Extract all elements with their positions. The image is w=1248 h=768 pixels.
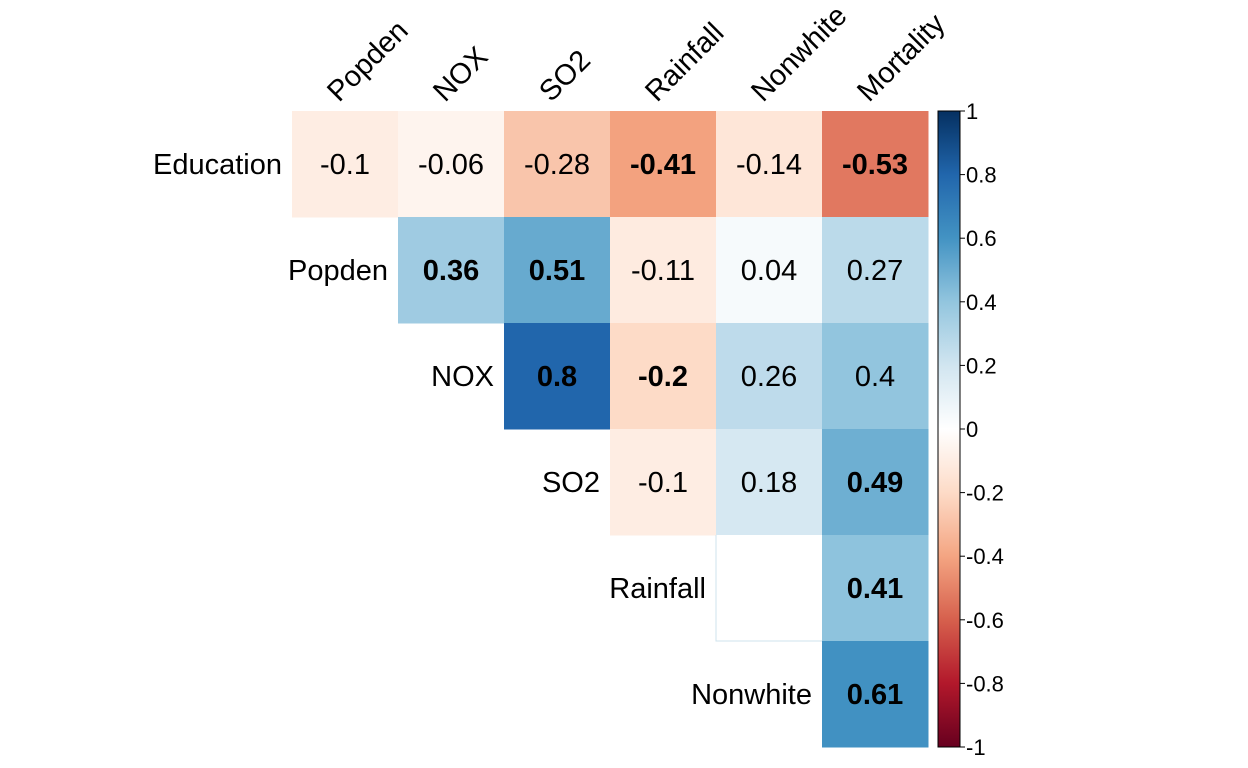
- heatmap-cell: [504, 111, 611, 218]
- colorbar-tick-label: -0.6: [966, 608, 1004, 633]
- cell-value: -0.11: [631, 255, 695, 287]
- heatmap-cell: [610, 217, 717, 324]
- heatmap-cell: [822, 641, 929, 748]
- row-label: NOX: [431, 361, 494, 393]
- colorbar-tick-label: 0.6: [966, 226, 997, 251]
- cell-value: -0.14: [736, 149, 802, 181]
- column-label: SO2: [533, 44, 597, 108]
- cell-value: -0.41: [630, 149, 696, 181]
- cell-value: 0.61: [847, 679, 903, 711]
- heatmap-cell: [822, 217, 929, 324]
- heatmap-cell: [716, 429, 823, 536]
- colorbar-tick-label: -1: [966, 735, 986, 760]
- colorbar-tick-label: 0: [966, 417, 978, 442]
- cell-value: 0.49: [847, 467, 903, 499]
- heatmap-cell: [716, 111, 823, 218]
- colorbar-tick-label: -0.2: [966, 481, 1004, 506]
- column-label: Nonwhite: [745, 0, 853, 108]
- cell-value: 0.26: [741, 361, 797, 393]
- cell-value: 0.27: [847, 255, 903, 287]
- column-label: Mortality: [851, 7, 951, 107]
- cell-value: 0.8: [537, 361, 577, 393]
- cell-value: 0.4: [855, 361, 895, 393]
- heatmap-cell: [610, 429, 717, 536]
- colorbar-tick-label: 0.4: [966, 290, 997, 315]
- colorbar-tick-label: 1: [966, 99, 978, 124]
- heatmap-cells: -0.1 -0.06 -0.28 -0.41 -0.14 -0.53 0.36 0.51 -0.…: [292, 111, 929, 748]
- colorbar-tick-label: -0.8: [966, 671, 1004, 696]
- column-label: NOX: [427, 41, 494, 108]
- heatmap-cell: [398, 217, 505, 324]
- heatmap-cell: [504, 323, 611, 430]
- cell-value: -0.1: [320, 149, 370, 181]
- cell-value: 0.04: [741, 255, 797, 287]
- heatmap-cell: [822, 535, 929, 642]
- heatmap-cell: [716, 535, 823, 642]
- cell-value: 0.51: [529, 255, 585, 287]
- column-label: Popden: [321, 15, 414, 108]
- cell-value: 0.18: [741, 467, 797, 499]
- cell-value: -0.2: [638, 361, 688, 393]
- cell-value: 0.41: [847, 573, 903, 605]
- heatmap-cell: [822, 323, 929, 430]
- row-labels: Education Popden NOX SO2 Rainfall Nonwhite: [153, 149, 812, 711]
- heatmap-cell: [398, 111, 505, 218]
- blank-cell-outline: [715, 535, 822, 642]
- row-label: Nonwhite: [691, 679, 812, 711]
- heatmap-cell: [610, 323, 717, 430]
- colorbar-tick-label: 0.2: [966, 353, 997, 378]
- column-label: Rainfall: [639, 17, 730, 108]
- heatmap-cell: [822, 429, 929, 536]
- heatmap-cell: [610, 111, 717, 218]
- cell-value: 0.36: [423, 255, 479, 287]
- heatmap-cell: [716, 323, 823, 430]
- row-label: SO2: [542, 467, 600, 499]
- colorbar-tick-label: 0.8: [966, 163, 997, 188]
- heatmap-cell: [504, 217, 611, 324]
- colorbar: 1 0.8 0.6 0.4 0.2 0 -0.2 -0.4 -0.6 -0.8 -1: [937, 99, 1004, 760]
- heatmap-cell: [292, 111, 399, 218]
- colorbar-gradient: [937, 110, 961, 748]
- heatmap-cell: [716, 217, 823, 324]
- row-label: Education: [153, 149, 282, 181]
- heatmap-cell: [822, 111, 929, 218]
- cell-value: -0.53: [842, 149, 908, 181]
- cell-value: -0.1: [638, 467, 688, 499]
- row-label: Rainfall: [609, 573, 706, 605]
- colorbar-tick-label: -0.4: [966, 544, 1004, 569]
- cell-value: -0.06: [418, 149, 484, 181]
- row-label: Popden: [288, 255, 388, 287]
- cell-value: -0.28: [524, 149, 590, 181]
